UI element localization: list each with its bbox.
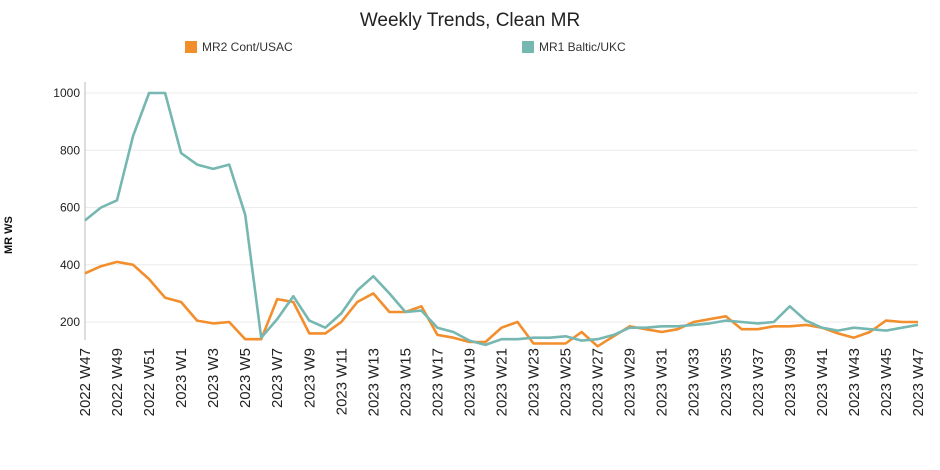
chart-title: Weekly Trends, Clean MR xyxy=(359,10,581,31)
x-tick-label: 2022 W47 xyxy=(77,348,94,416)
x-tick-label: 2023 W15 xyxy=(397,348,414,416)
legend-swatch-mr2 xyxy=(185,41,197,53)
x-tick-label: 2023 W1 xyxy=(173,348,190,408)
x-tick-label: 2023 W9 xyxy=(301,348,318,408)
x-tick-label: 2023 W17 xyxy=(429,348,446,416)
x-tick-label: 2023 W41 xyxy=(814,348,831,416)
x-tick-label: 2023 W5 xyxy=(237,348,254,408)
legend-item-mr2: MR2 Cont/USAC xyxy=(185,40,293,54)
x-tick-label: 2023 W33 xyxy=(686,348,703,416)
x-tick-label: 2023 W11 xyxy=(333,348,350,415)
y-tick-label: 800 xyxy=(60,143,80,157)
x-tick-label: 2023 W29 xyxy=(622,348,639,416)
y-tick-label: 200 xyxy=(60,315,80,329)
series-line-mr2 xyxy=(84,260,918,348)
x-tick-label: 2023 W7 xyxy=(269,348,286,408)
y-tick-label: 1000 xyxy=(53,86,80,100)
x-tick-label: 2023 W25 xyxy=(558,348,575,416)
x-tick-label: 2023 W19 xyxy=(462,348,479,416)
x-tick-label: 2023 W13 xyxy=(365,348,382,416)
x-tick-label: 2023 W43 xyxy=(846,348,863,416)
x-tick-label: 2023 W27 xyxy=(590,348,607,416)
x-tick-label: 2023 W39 xyxy=(782,348,799,416)
x-tick-label: 2023 W31 xyxy=(654,348,671,416)
x-tick-label: 2023 W23 xyxy=(526,348,543,416)
legend-item-mr1: MR1 Baltic/UKC xyxy=(522,40,626,54)
x-tick-label: 2023 W21 xyxy=(494,348,511,416)
x-tick-label: 2022 W51 xyxy=(141,348,158,416)
y-tick-label: 400 xyxy=(60,258,80,272)
x-tick-label: 2023 W35 xyxy=(718,348,735,416)
x-tick-label: 2022 W49 xyxy=(109,348,126,416)
legend-label-mr2: MR2 Cont/USAC xyxy=(202,40,293,54)
series-line-mr1 xyxy=(84,91,919,347)
x-tick-label: 2023 W47 xyxy=(910,348,927,416)
legend-label-mr1: MR1 Baltic/UKC xyxy=(539,40,626,54)
y-tick-label: 600 xyxy=(60,201,80,215)
x-tick-label: 2023 W45 xyxy=(878,348,895,416)
legend-swatch-mr1 xyxy=(522,41,534,53)
x-tick-label: 2023 W37 xyxy=(750,348,767,416)
x-tick-label: 2023 W3 xyxy=(205,348,222,408)
